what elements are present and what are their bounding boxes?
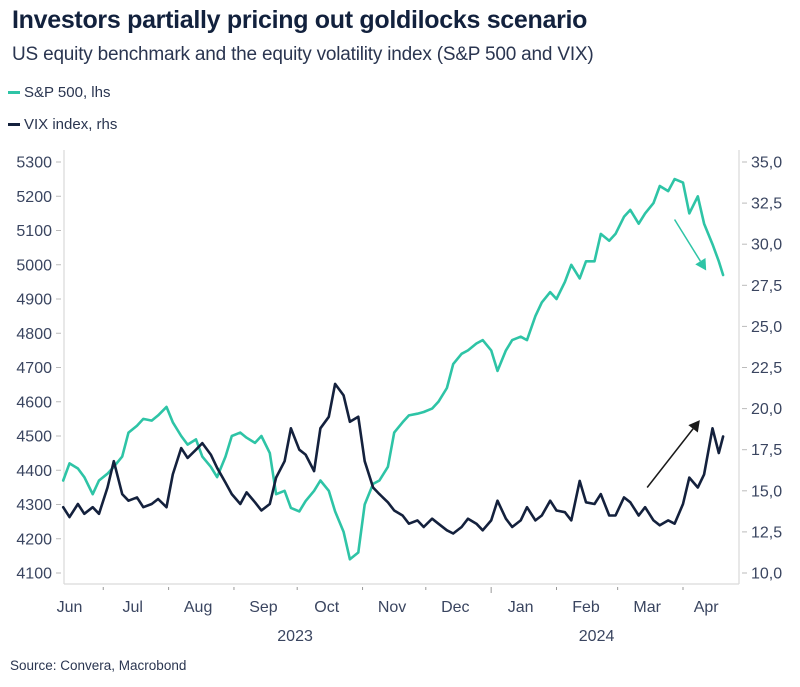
x-tick-label: Oct [314,599,339,616]
x-axis: Jun Jul Aug Sep Oct Nov Dec Jan Feb Mar Apr 2023 202… [57,587,720,645]
legend-item-vix: VIX index, rhs [8,116,117,133]
legend-item-sp500: S&P 500, lhs [8,84,110,101]
x-year-label: 2023 [277,628,313,645]
left-tick-label: 4700 [16,360,52,377]
right-tick-label: 22,5 [751,360,782,377]
right-tick-label: 35,0 [751,155,782,172]
right-tick-label: 17,5 [751,442,782,459]
left-tick-label: 4600 [16,394,52,411]
left-tick-label: 4400 [16,463,52,480]
right-axis: 10,0 12,5 15,0 17,5 20,0 22,5 25,0 27,5 30,0 32,5… [742,155,782,583]
right-tick-label: 25,0 [751,319,782,336]
left-tick-label: 4900 [16,292,52,309]
x-tick-label: Jul [123,599,143,616]
down-arrow-icon [695,257,707,271]
right-tick-label: 27,5 [751,278,782,295]
right-tick-label: 30,0 [751,237,782,254]
right-tick-label: 12,5 [751,524,782,541]
x-tick-label: Mar [633,599,661,616]
x-tick-label: Aug [184,599,212,616]
left-axis: 4100 4200 4300 4400 4500 4600 4700 4800 4900 5000… [16,155,61,583]
x-tick-label: Sep [249,599,278,616]
legend-swatch-vix [8,123,20,126]
plot-frame [63,150,740,585]
x-year-label: 2024 [579,628,615,645]
series-group [61,177,725,561]
chart-title: Investors partially pricing out goldiloc… [12,6,588,34]
x-tick-label: Jun [57,599,83,616]
left-tick-label: 4500 [16,429,52,446]
legend-label-sp500: S&P 500, lhs [24,84,111,101]
x-tick-label: Feb [572,599,600,616]
left-tick-label: 4100 [16,566,52,583]
left-tick-label: 4800 [16,326,52,343]
vix-line [61,382,725,535]
legend-swatch-sp500 [8,91,20,94]
left-tick-label: 5100 [16,223,52,240]
left-tick-label: 4300 [16,497,52,514]
annotation-arrow-shaft [646,428,694,488]
left-tick-label: 4200 [16,531,52,548]
source-note: Source: Convera, Macrobond [10,658,187,673]
x-tick-label: Apr [694,599,720,616]
chart-subtitle: US equity benchmark and the equity volat… [12,44,594,65]
x-tick-label: Jan [508,599,534,616]
left-tick-label: 5300 [16,155,52,172]
annotations [646,219,707,488]
sp500-line [61,177,725,561]
x-tick-label: Dec [441,599,469,616]
right-tick-label: 20,0 [751,401,782,418]
right-tick-label: 15,0 [751,483,782,500]
legend-label-vix: VIX index, rhs [24,116,118,133]
x-tick-label: Nov [378,599,406,616]
left-tick-label: 5000 [16,257,52,274]
up-arrow-icon [688,420,700,433]
right-tick-label: 10,0 [751,566,782,583]
left-tick-label: 5200 [16,189,52,206]
annotation-arrow-shaft [673,219,702,262]
right-tick-label: 32,5 [751,196,782,213]
